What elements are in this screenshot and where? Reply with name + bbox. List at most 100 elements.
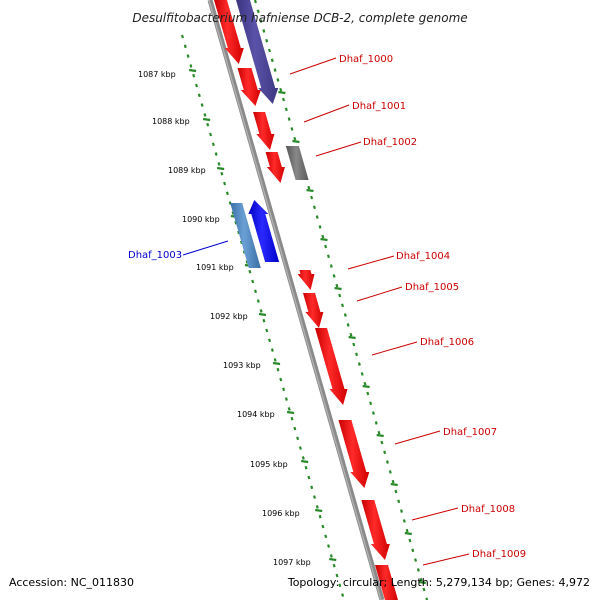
- major-tick: [376, 433, 384, 438]
- minor-tick: [346, 323, 350, 327]
- gene-label-dhaf-1000[interactable]: Dhaf_1000: [339, 54, 393, 65]
- minor-tick: [315, 505, 319, 509]
- minor-tick: [267, 48, 271, 53]
- minor-tick: [273, 68, 277, 72]
- minor-tick: [301, 456, 305, 460]
- minor-tick: [374, 421, 378, 425]
- minor-tick: [262, 29, 266, 33]
- minor-tick: [414, 558, 418, 562]
- minor-tick: [397, 499, 401, 504]
- gene-arrow-dhaf-1002[interactable]: [285, 146, 309, 180]
- minor-tick: [315, 215, 319, 219]
- minor-tick: [338, 293, 342, 298]
- minor-tick: [324, 244, 328, 249]
- gene-arrow-dhaf-1000[interactable]: [237, 68, 261, 106]
- gene-arrow-dhaf-1003[interactable]: [248, 200, 280, 262]
- minor-tick: [253, 0, 257, 4]
- gene-arrow-dhaf-1001[interactable]: [253, 112, 275, 150]
- label-leader-line: [371, 341, 418, 356]
- gene-label-dhaf-1007[interactable]: Dhaf_1007: [443, 427, 497, 438]
- gene-label-dhaf-1001[interactable]: Dhaf_1001: [352, 101, 406, 112]
- minor-tick: [312, 205, 316, 210]
- minor-tick: [380, 440, 384, 445]
- label-leader-lines: [182, 57, 470, 566]
- major-tick: [217, 166, 225, 171]
- minor-tick: [293, 426, 297, 431]
- gene-arrow-dhaf-1006[interactable]: [315, 328, 348, 405]
- gene-label-dhaf-1006[interactable]: Dhaf_1006: [420, 337, 474, 348]
- minor-tick: [265, 328, 269, 333]
- major-tick: [188, 68, 197, 73]
- minor-tick: [290, 127, 294, 131]
- minor-tick: [276, 367, 280, 372]
- minor-tick: [290, 416, 294, 421]
- minor-tick: [293, 136, 297, 141]
- minor-tick: [405, 528, 409, 533]
- major-tick: [390, 482, 398, 487]
- minor-tick: [338, 583, 342, 588]
- minor-tick: [231, 211, 235, 215]
- major-tick: [300, 459, 309, 464]
- label-leader-line: [347, 255, 395, 270]
- gene-arrow-dhaf-1007[interactable]: [338, 420, 370, 488]
- gene-arrow-dhaf-1009[interactable]: [375, 565, 398, 600]
- gene-label-dhaf-1008[interactable]: Dhaf_1008: [461, 504, 515, 515]
- minor-tick: [388, 470, 392, 474]
- minor-tick: [332, 563, 336, 568]
- minor-tick: [259, 19, 263, 23]
- label-leader-line: [422, 553, 470, 566]
- major-tick: [418, 580, 426, 585]
- gene-label-dhaf-1005[interactable]: Dhaf_1005: [405, 282, 459, 293]
- label-leader-line: [182, 240, 229, 256]
- gene-label-group: Dhaf_1000 Dhaf_1001 Dhaf_1002 Dhaf_1003 …: [128, 54, 526, 560]
- minor-tick: [422, 587, 426, 592]
- gene-arrow-dhaf-1005[interactable]: [303, 293, 324, 328]
- minor-tick: [296, 436, 300, 441]
- minor-tick: [287, 117, 291, 121]
- gene-arrow-dhaf-1003a[interactable]: [230, 203, 261, 268]
- gene-arrow-dhaf-1008[interactable]: [361, 500, 390, 560]
- minor-tick: [248, 269, 252, 274]
- minor-tick: [321, 524, 325, 529]
- minor-tick: [352, 342, 356, 347]
- major-tick: [348, 335, 356, 340]
- minor-tick: [209, 132, 213, 137]
- kbp-label: 1087 kbp: [138, 70, 176, 79]
- label-leader-line: [394, 430, 441, 445]
- minor-tick: [307, 475, 311, 480]
- gene-arrow-dhaf-1004[interactable]: [297, 270, 315, 290]
- gene-arrow-dhaf-0999[interactable]: [214, 0, 244, 64]
- major-tick: [315, 508, 323, 513]
- minor-tick: [402, 519, 406, 523]
- accession-text: Accession: NC_011830: [9, 576, 134, 589]
- kbp-label: 1088 kbp: [152, 117, 190, 126]
- gene-label-dhaf-1003[interactable]: Dhaf_1003: [128, 250, 182, 261]
- minor-tick: [195, 83, 198, 88]
- minor-tick: [276, 78, 280, 82]
- genome-backbone: [207, 0, 385, 600]
- minor-tick: [304, 465, 308, 470]
- major-tick: [258, 312, 267, 317]
- minor-tick: [369, 401, 373, 406]
- gene-label-dhaf-1004[interactable]: Dhaf_1004: [396, 251, 450, 262]
- minor-tick: [335, 283, 339, 288]
- major-tick: [286, 410, 295, 415]
- minor-tick: [335, 573, 339, 578]
- minor-tick: [385, 460, 389, 464]
- minor-tick: [256, 9, 260, 14]
- gene-features: [214, 0, 398, 600]
- minor-tick: [394, 489, 398, 494]
- minor-tick: [180, 34, 184, 39]
- minor-tick: [273, 358, 277, 362]
- minor-tick: [206, 122, 210, 127]
- gene-arrow-dhaf-1002b[interactable]: [265, 152, 285, 183]
- gene-label-dhaf-1009[interactable]: Dhaf_1009: [472, 549, 526, 560]
- kbp-label: 1096 kbp: [262, 509, 300, 518]
- major-tick: [320, 237, 328, 242]
- minor-tick: [211, 142, 215, 147]
- gene-arrow-purple-top[interactable]: [236, 0, 279, 104]
- minor-tick: [228, 201, 232, 205]
- kbp-label: 1094 kbp: [237, 410, 275, 419]
- gene-label-dhaf-1002[interactable]: Dhaf_1002: [363, 137, 417, 148]
- minor-tick: [343, 313, 347, 317]
